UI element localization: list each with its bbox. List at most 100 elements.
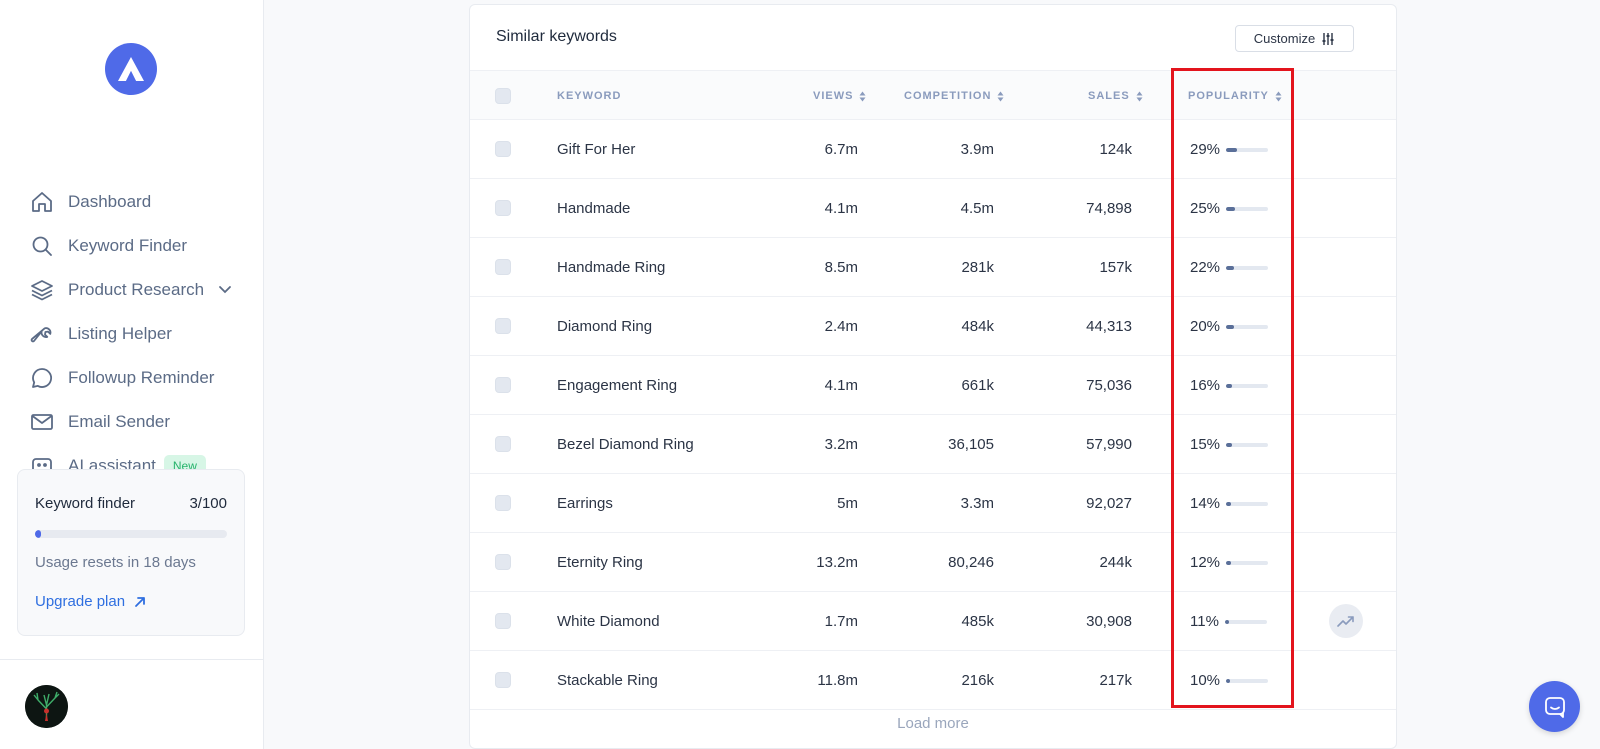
popularity-bar-fill xyxy=(1226,265,1235,270)
upgrade-plan-label: Upgrade plan xyxy=(35,593,126,610)
sidebar-item-listing-helper[interactable]: Listing Helper xyxy=(28,312,248,356)
usage-count: 3/100 xyxy=(189,495,227,512)
customize-button[interactable]: Customize xyxy=(1235,25,1354,52)
sidebar-item-label: Email Sender xyxy=(68,412,171,431)
table-row: Gift For Her 6.7m 3.9m 124k 29% xyxy=(470,120,1396,179)
popularity-bar xyxy=(1226,206,1269,211)
select-all-checkbox[interactable] xyxy=(495,88,511,104)
sales-cell: 244k xyxy=(1099,554,1132,571)
popularity-cell: 16% xyxy=(1190,356,1269,415)
sidebar-item-label: Product Research xyxy=(68,280,205,299)
popularity-cell: 14% xyxy=(1190,474,1269,533)
popularity-bar xyxy=(1226,560,1269,565)
popularity-value: 25% xyxy=(1190,200,1221,217)
row-checkbox[interactable] xyxy=(495,141,511,157)
chevron-down-icon[interactable] xyxy=(218,285,232,295)
keyword-cell[interactable]: Handmade xyxy=(557,200,631,217)
sidebar-item-email-sender[interactable]: Email Sender xyxy=(28,400,248,444)
sales-cell: 74,898 xyxy=(1086,200,1132,217)
popularity-bar-fill xyxy=(1226,206,1236,211)
upgrade-plan-link[interactable]: Upgrade plan xyxy=(35,593,227,610)
new-badge: New xyxy=(163,455,206,470)
usage-progress-bar xyxy=(35,530,227,538)
keyword-cell[interactable]: Bezel Diamond Ring xyxy=(557,436,694,453)
sales-cell: 75,036 xyxy=(1086,377,1132,394)
popularity-bar xyxy=(1226,383,1269,388)
sidebar-item-followup-reminder[interactable]: Followup Reminder xyxy=(28,356,248,400)
popularity-bar xyxy=(1226,265,1269,270)
views-cell: 8.5m xyxy=(824,259,858,276)
column-header-sales[interactable]: SALES xyxy=(1088,71,1143,121)
trend-chart-button[interactable] xyxy=(1329,604,1363,638)
row-checkbox[interactable] xyxy=(495,672,511,688)
keyword-cell[interactable]: White Diamond xyxy=(557,613,660,630)
app-logo[interactable] xyxy=(105,43,157,95)
keyword-cell[interactable]: Handmade Ring xyxy=(557,259,666,276)
row-checkbox[interactable] xyxy=(495,436,511,452)
column-label: COMPETITION xyxy=(904,90,992,102)
column-header-popularity[interactable]: POPULARITY xyxy=(1188,71,1282,121)
popularity-value: 22% xyxy=(1190,259,1221,276)
views-cell: 4.1m xyxy=(824,200,858,217)
sidebar-divider xyxy=(0,659,264,660)
table-row: Bezel Diamond Ring 3.2m 36,105 57,990 15… xyxy=(470,415,1396,474)
usage-card: Keyword finder 3/100 Usage resets in 18 … xyxy=(17,469,245,636)
table-row: Engagement Ring 4.1m 661k 75,036 16% xyxy=(470,356,1396,415)
sidebar-nav: Dashboard Keyword Finder Product Researc… xyxy=(28,180,248,470)
keyword-cell[interactable]: Eternity Ring xyxy=(557,554,643,571)
competition-cell: 3.3m xyxy=(960,495,994,512)
sidebar-item-label: Keyword Finder xyxy=(68,236,188,255)
keyword-cell[interactable]: Stackable Ring xyxy=(557,672,658,689)
column-header-views[interactable]: VIEWS xyxy=(813,71,866,121)
table-row: Earrings 5m 3.3m 92,027 14% xyxy=(470,474,1396,533)
views-cell: 2.4m xyxy=(824,318,858,335)
row-checkbox[interactable] xyxy=(495,613,511,629)
search-icon xyxy=(28,232,56,260)
popularity-bar-fill xyxy=(1226,147,1237,152)
popularity-cell: 11% xyxy=(1190,592,1267,651)
sidebar-item-ai-assistant[interactable]: AI assistant New xyxy=(28,444,248,470)
row-checkbox[interactable] xyxy=(495,259,511,275)
popularity-value: 14% xyxy=(1190,495,1221,512)
chat-launcher-button[interactable] xyxy=(1529,681,1580,732)
row-checkbox[interactable] xyxy=(495,318,511,334)
sliders-icon xyxy=(1321,32,1335,46)
sales-cell: 217k xyxy=(1099,672,1132,689)
popularity-value: 20% xyxy=(1190,318,1221,335)
row-checkbox[interactable] xyxy=(495,554,511,570)
views-cell: 5m xyxy=(837,495,858,512)
competition-cell: 485k xyxy=(961,613,994,630)
views-cell: 6.7m xyxy=(824,141,858,158)
user-avatar[interactable] xyxy=(25,685,68,728)
popularity-value: 29% xyxy=(1190,141,1221,158)
column-header-competition[interactable]: COMPETITION xyxy=(904,71,1004,121)
row-checkbox[interactable] xyxy=(495,495,511,511)
keyword-cell[interactable]: Engagement Ring xyxy=(557,377,678,394)
popularity-bar-fill xyxy=(1226,442,1232,447)
chat-bubble-icon xyxy=(28,364,56,392)
load-more-button[interactable]: Load more xyxy=(897,715,969,732)
column-label: POPULARITY xyxy=(1188,90,1269,102)
views-cell: 3.2m xyxy=(824,436,858,453)
sales-cell: 124k xyxy=(1099,141,1132,158)
mail-icon xyxy=(28,408,56,436)
sort-icon xyxy=(1136,91,1143,102)
row-checkbox[interactable] xyxy=(495,377,511,393)
popularity-cell: 25% xyxy=(1190,179,1269,238)
competition-cell: 216k xyxy=(961,672,994,689)
usage-title: Keyword finder xyxy=(35,495,136,512)
chat-icon xyxy=(1544,696,1565,718)
sidebar-item-keyword-finder[interactable]: Keyword Finder xyxy=(28,224,248,268)
row-checkbox[interactable] xyxy=(495,200,511,216)
wrench-icon xyxy=(28,320,56,348)
keyword-cell[interactable]: Earrings xyxy=(557,495,613,512)
keyword-cell[interactable]: Gift For Her xyxy=(557,141,636,158)
keyword-cell[interactable]: Diamond Ring xyxy=(557,318,653,335)
sidebar-item-label: AI assistant xyxy=(68,456,156,470)
table-row: Handmade 4.1m 4.5m 74,898 25% xyxy=(470,179,1396,238)
competition-cell: 36,105 xyxy=(948,436,994,453)
home-icon xyxy=(28,188,56,216)
popularity-value: 16% xyxy=(1190,377,1221,394)
sidebar-item-dashboard[interactable]: Dashboard xyxy=(28,180,248,224)
sidebar-item-product-research[interactable]: Product Research xyxy=(28,268,248,312)
